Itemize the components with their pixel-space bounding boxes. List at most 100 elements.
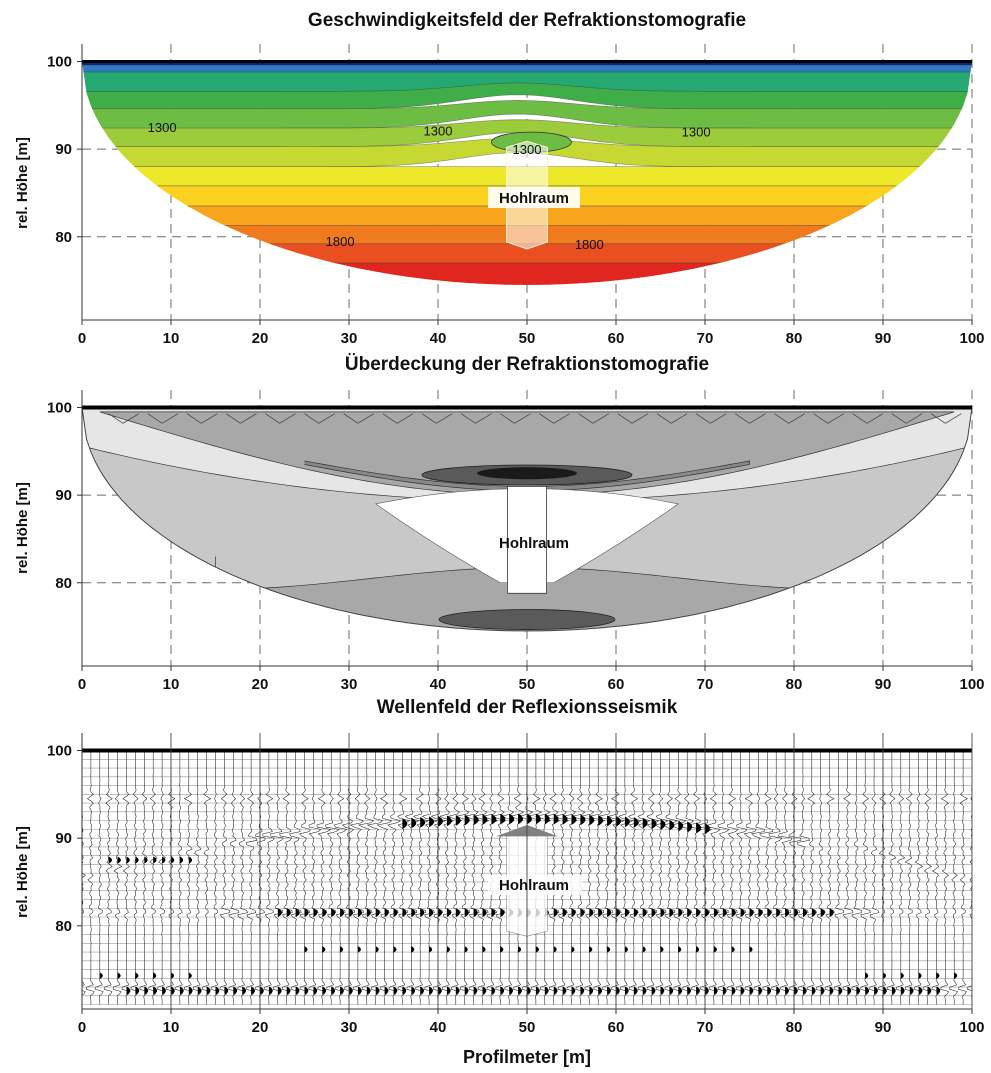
seismic-lobe — [233, 986, 238, 995]
seismic-trace — [316, 750, 332, 1005]
x-tick-label: 100 — [959, 330, 984, 347]
seismic-lobe — [473, 908, 478, 918]
axis-ticks: 0 10 20 30 40 50 60 70 80 90 100 80 90 100 — [47, 54, 985, 347]
seismic-lobe — [642, 908, 647, 918]
seismic-lobe — [144, 856, 148, 864]
y-tick-label: 90 — [55, 830, 72, 847]
seismic-trace — [130, 750, 140, 1005]
seismic-lobe — [375, 946, 379, 953]
contour-label: 1800 — [326, 234, 355, 249]
seismic-lobe — [820, 986, 825, 995]
seismic-trace — [735, 750, 748, 1005]
x-tick-label: 0 — [78, 1019, 86, 1036]
seismic-trace — [931, 750, 941, 1005]
seismic-lobe — [731, 946, 735, 953]
seismic-lobe — [438, 908, 443, 918]
x-tick-label: 50 — [519, 330, 536, 347]
seismic-lobe — [384, 908, 389, 918]
x-axis-label: Profilmeter [m] — [463, 1047, 591, 1067]
seismic-lobe — [393, 986, 398, 995]
seismic-lobe — [651, 818, 657, 830]
seismic-lobe — [918, 972, 922, 980]
seismic-lobe — [544, 986, 549, 995]
seismic-trace — [157, 750, 166, 1005]
seismic-lobe — [616, 815, 621, 827]
x-tick-label: 70 — [697, 1019, 714, 1036]
seismic-trace — [628, 750, 643, 1005]
y-tick-label: 80 — [55, 918, 72, 935]
seismic-trace — [751, 750, 766, 1005]
x-tick-label: 70 — [697, 330, 714, 347]
seismic-lobe — [553, 813, 559, 825]
seismic-trace — [308, 750, 322, 1005]
seismic-lobe — [758, 908, 763, 918]
seismic-lobe — [749, 908, 754, 918]
y-axis-label: rel. Höhe [m] — [14, 482, 31, 574]
seismic-lobe — [126, 856, 130, 864]
seismic-trace — [851, 750, 863, 1005]
seismic-lobe — [411, 946, 415, 953]
seismic-lobe — [696, 986, 700, 995]
seismic-lobe — [660, 908, 665, 918]
seismic-lobe — [429, 946, 433, 953]
seismic-trace — [777, 750, 793, 1005]
seismic-lobe — [99, 972, 103, 980]
seismic-trace — [860, 750, 871, 1005]
x-tick-label: 80 — [786, 676, 803, 693]
seismic-lobe — [188, 856, 193, 864]
seismic-lobe — [188, 986, 193, 995]
seismic-lobe — [117, 856, 121, 864]
contour-label: 1800 — [575, 237, 604, 252]
seismic-lobe — [144, 986, 149, 995]
seismic-lobe — [874, 986, 878, 995]
seismic-lobe — [571, 908, 576, 918]
seismic-lobe — [785, 908, 790, 918]
seismic-lobe — [767, 908, 772, 918]
seismic-lobe — [767, 986, 772, 995]
seismic-lobe — [268, 986, 273, 995]
seismic-lobe — [500, 908, 505, 918]
coverage-outline — [82, 406, 972, 632]
seismic-trace — [588, 750, 606, 1005]
seismic-lobe — [446, 946, 450, 953]
seismic-lobe — [473, 814, 479, 826]
seismic-trace — [958, 750, 968, 1005]
seismic-trace — [201, 750, 212, 1005]
seismic-lobe — [251, 986, 255, 995]
seismic-lobe — [357, 986, 362, 995]
seismic-lobe — [678, 908, 683, 918]
axis-ticks: 0 10 20 30 40 50 60 70 80 90 100 80 90 100 — [47, 400, 985, 693]
seismic-trace — [289, 750, 302, 1005]
seismic-lobe — [891, 986, 896, 995]
seismic-lobe — [660, 986, 665, 995]
seismic-lobe — [349, 908, 354, 918]
seismic-lobe — [464, 986, 469, 995]
seismic-lobe — [544, 813, 550, 825]
x-tick-label: 50 — [519, 676, 536, 693]
seismic-lobe — [491, 908, 496, 918]
seismic-lobe — [420, 816, 426, 828]
seismic-lobe — [322, 946, 326, 953]
seismic-lobe — [509, 813, 515, 825]
seismic-lobe — [669, 908, 674, 918]
seismic-lobe — [429, 816, 435, 828]
coverage-mid-zone — [304, 460, 750, 492]
seismic-trace — [824, 750, 835, 1005]
seismic-lobe — [598, 908, 603, 918]
seismic-lobe — [518, 946, 522, 953]
seismic-lobe — [696, 946, 700, 953]
seismic-lobe — [740, 908, 745, 918]
seismic-trace — [743, 750, 757, 1005]
seismic-lobe — [518, 986, 522, 995]
seismic-lobe — [455, 908, 460, 918]
seismic-lobe — [553, 908, 558, 918]
seismic-lobe — [304, 986, 309, 995]
y-tick-label: 90 — [55, 141, 72, 158]
seismic-lobe — [802, 986, 807, 995]
seismic-trace — [646, 750, 660, 1005]
seismic-lobe — [420, 986, 425, 995]
seismic-lobe — [384, 986, 389, 995]
seismic-lobe — [731, 986, 736, 995]
seismic-trace — [580, 750, 596, 1005]
seismic-trace — [815, 750, 826, 1005]
